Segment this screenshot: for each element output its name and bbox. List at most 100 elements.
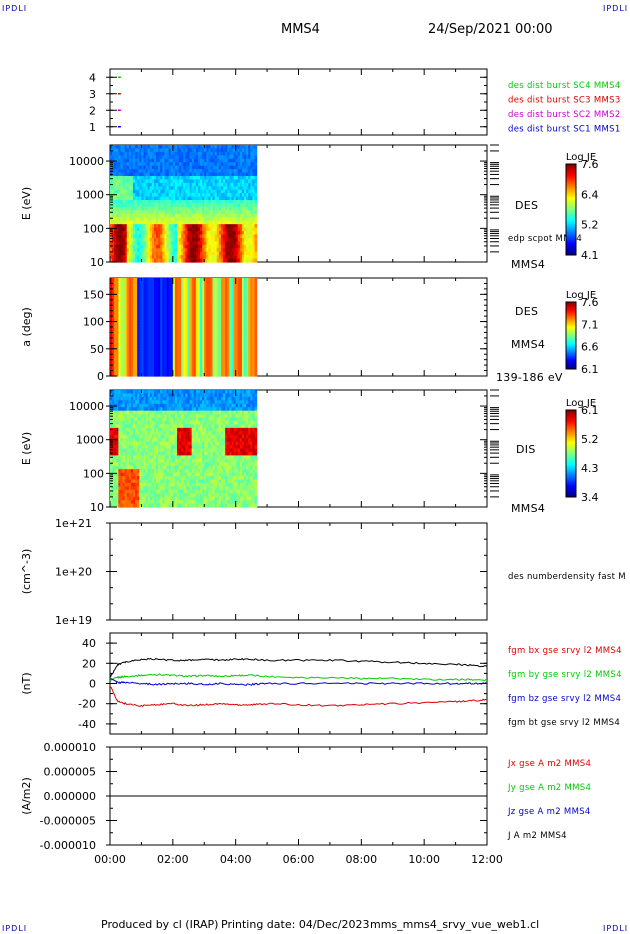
heatmap-cell bbox=[195, 255, 199, 260]
heatmap-cell bbox=[248, 237, 251, 242]
heatmap-cell bbox=[246, 179, 249, 184]
heatmap-cell bbox=[252, 344, 256, 348]
heatmap-cell bbox=[181, 193, 184, 198]
heatmap-cell bbox=[160, 210, 163, 215]
heatmap-cell bbox=[189, 373, 193, 377]
heatmap-cell bbox=[174, 237, 178, 242]
heatmap-cell bbox=[204, 220, 207, 225]
heatmap-cell bbox=[116, 200, 119, 205]
heatmap-cell bbox=[147, 200, 151, 205]
heatmap-cell bbox=[223, 306, 226, 311]
heatmap-cell bbox=[210, 244, 214, 249]
heatmap-cell bbox=[151, 200, 155, 205]
heatmap-cell bbox=[156, 189, 159, 194]
heatmap-cell bbox=[114, 248, 117, 253]
heatmap-cell bbox=[218, 280, 222, 285]
heatmap-cell bbox=[218, 193, 222, 198]
heatmap-cell bbox=[248, 292, 251, 296]
heatmap-cell bbox=[170, 193, 174, 198]
heatmap-cell bbox=[139, 196, 143, 201]
heatmap-cell bbox=[208, 165, 212, 170]
heatmap-cell bbox=[135, 303, 138, 308]
heatmap-cell bbox=[252, 298, 256, 302]
heatmap-cell bbox=[133, 355, 136, 360]
heatmap-cell bbox=[246, 292, 249, 296]
heatmap-cell bbox=[241, 364, 245, 368]
heatmap-cell bbox=[197, 315, 201, 319]
heatmap-cell bbox=[223, 162, 226, 167]
heatmap-cell bbox=[151, 315, 155, 319]
heatmap-cell bbox=[206, 286, 210, 291]
heatmap-cell bbox=[193, 347, 197, 351]
heatmap-cell bbox=[147, 155, 151, 160]
heatmap-cell bbox=[122, 182, 126, 187]
heatmap-cell bbox=[246, 358, 249, 363]
heatmap-cell bbox=[124, 301, 128, 305]
heatmap-cell bbox=[246, 324, 249, 328]
heatmap-cell bbox=[193, 295, 197, 299]
heatmap-cell bbox=[183, 289, 186, 294]
heatmap-cell bbox=[162, 179, 166, 184]
heatmap-cell bbox=[135, 341, 138, 345]
heatmap-cell bbox=[233, 145, 237, 150]
heatmap-cell bbox=[166, 145, 170, 150]
heatmap-cell bbox=[189, 367, 193, 371]
heatmap-cell bbox=[202, 151, 205, 156]
heatmap-cell bbox=[200, 179, 203, 184]
heatmap-cell bbox=[160, 347, 163, 351]
heatmap-cell bbox=[195, 283, 199, 288]
heatmap-cell bbox=[216, 172, 220, 177]
heatmap-cell bbox=[185, 186, 189, 191]
heatmap-cell bbox=[179, 151, 182, 156]
heatmap-cell bbox=[160, 309, 163, 314]
heatmap-cell bbox=[218, 248, 222, 253]
heatmap-cell bbox=[153, 172, 157, 177]
heatmap-cell bbox=[189, 332, 193, 337]
heatmap-cell bbox=[139, 179, 143, 184]
heatmap-cell bbox=[110, 258, 113, 263]
heatmap-cell bbox=[254, 248, 258, 253]
heatmap-cell bbox=[145, 248, 149, 253]
heatmap-cell bbox=[235, 295, 239, 299]
heatmap-cell bbox=[231, 280, 235, 285]
heatmap-cell bbox=[116, 175, 119, 181]
heatmap-cell bbox=[223, 169, 226, 174]
heatmap-cell bbox=[149, 332, 153, 337]
heatmap-cell bbox=[231, 335, 235, 340]
heatmap-cell bbox=[181, 309, 184, 314]
heatmap-cell bbox=[122, 248, 126, 253]
heatmap-cell bbox=[254, 292, 258, 296]
heatmap-cell bbox=[137, 244, 140, 249]
heatmap-cell bbox=[218, 327, 222, 331]
heatmap-cell bbox=[202, 175, 205, 181]
heatmap-cell bbox=[147, 189, 151, 194]
heatmap-cell bbox=[174, 248, 178, 253]
heatmap-cell bbox=[183, 373, 186, 377]
heatmap-cell bbox=[187, 175, 191, 181]
panel-label: DES bbox=[515, 199, 538, 212]
heatmap-cell bbox=[185, 295, 189, 299]
heatmap-cell bbox=[225, 298, 228, 302]
heatmap-cell bbox=[229, 286, 233, 291]
heatmap-cell bbox=[133, 241, 136, 246]
heatmap-cell bbox=[120, 301, 124, 305]
heatmap-cell bbox=[187, 295, 191, 299]
heatmap-cell bbox=[229, 329, 233, 334]
heatmap-cell bbox=[231, 244, 235, 249]
heatmap-cell bbox=[254, 189, 258, 194]
heatmap-cell bbox=[216, 217, 220, 222]
heatmap-cell bbox=[183, 278, 186, 282]
heatmap-cell bbox=[116, 172, 119, 177]
heatmap-cell bbox=[204, 196, 207, 201]
heatmap-cell bbox=[130, 295, 134, 299]
heatmap-cell bbox=[223, 355, 226, 360]
heatmap-cell bbox=[156, 278, 159, 282]
heatmap-cell bbox=[160, 237, 163, 242]
heatmap-cell bbox=[254, 151, 258, 156]
heatmap-cell bbox=[147, 332, 151, 337]
heatmap-cell bbox=[206, 344, 210, 348]
heatmap-cell bbox=[208, 352, 212, 357]
heatmap-cell bbox=[231, 373, 235, 377]
heatmap-cell bbox=[197, 344, 201, 348]
heatmap-cell bbox=[244, 162, 247, 167]
